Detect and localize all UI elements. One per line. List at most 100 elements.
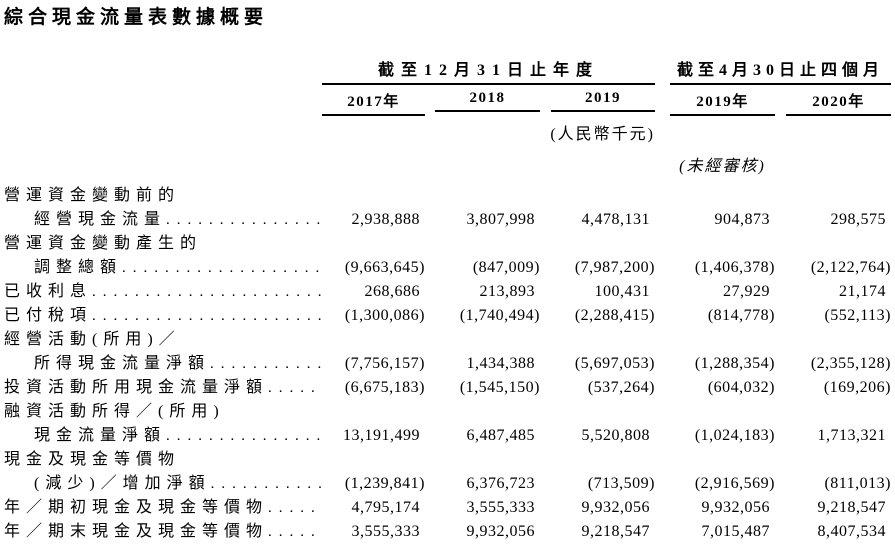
column-header-2019-interim: 2019年 bbox=[655, 90, 775, 116]
value-cell: (1,239,841) bbox=[344, 475, 425, 492]
value-cell: 904,873 bbox=[714, 211, 770, 228]
value-cell: 9,932,056 bbox=[466, 523, 535, 540]
value-cell: 298,575 bbox=[830, 211, 886, 228]
value-cell: 268,686 bbox=[364, 283, 420, 300]
dot-leader bbox=[210, 352, 322, 376]
table-row-line: 已付稅項 (1,300,086) (1,740,494) (2,288,415) (81… bbox=[4, 304, 895, 328]
value-cell: (1,545,150) bbox=[459, 379, 540, 396]
value-cell bbox=[322, 448, 425, 472]
header-spacer bbox=[4, 90, 322, 116]
table-row-line: 經營活動(所用)／ bbox=[4, 328, 895, 352]
value-cell: (7,987,200) bbox=[574, 259, 655, 276]
value-cell bbox=[322, 328, 425, 352]
value-cell: 3,807,998 bbox=[466, 211, 535, 228]
value-cell: 3,555,333 bbox=[466, 499, 535, 516]
value-cell: (814,778) bbox=[707, 307, 775, 324]
row-label: 經營現金流量 bbox=[34, 211, 167, 228]
row-label: 已付稅項 bbox=[4, 307, 93, 324]
dot-leader bbox=[92, 304, 322, 328]
value-cell bbox=[322, 400, 425, 424]
row-label: 融資活動所得／(所用) bbox=[4, 403, 225, 420]
value-cell: 3,555,333 bbox=[351, 523, 420, 540]
value-cell: 213,893 bbox=[479, 283, 535, 300]
value-cell: (552,113) bbox=[824, 307, 891, 324]
dot-leader bbox=[92, 280, 322, 304]
header-group-interim: 截至4月30日止四個月 bbox=[655, 56, 891, 85]
dot-leader bbox=[268, 496, 322, 520]
value-cell: 6,487,485 bbox=[466, 427, 535, 444]
row-label: 經營活動(所用)／ bbox=[4, 331, 181, 348]
value-cell bbox=[540, 448, 655, 472]
value-cell bbox=[322, 184, 425, 208]
table-row-line: 年／期初現金及現金等價物 4,795,174 3,555,333 9,932,056 9… bbox=[4, 496, 895, 520]
table-row-line: 營運資金變動產生的 bbox=[4, 232, 895, 256]
value-cell: 9,932,056 bbox=[581, 499, 650, 516]
table-row-line: 已收利息 268,686 213,893 100,431 27,929 21,174 bbox=[4, 280, 895, 304]
table-audit-row: (未經審核) bbox=[4, 144, 895, 176]
value-cell: 1,713,321 bbox=[817, 427, 886, 444]
value-cell: (604,032) bbox=[707, 379, 775, 396]
value-cell: 2,938,888 bbox=[351, 211, 420, 228]
row-label: 現金及現金等價物 bbox=[4, 451, 181, 468]
value-cell: (2,122,764) bbox=[810, 259, 891, 276]
row-label: 投資活動所用現金流量淨額 bbox=[4, 379, 269, 396]
value-cell: (1,300,086) bbox=[344, 307, 425, 324]
value-cell: 9,218,547 bbox=[817, 499, 886, 516]
row-label: 調整總額 bbox=[34, 259, 123, 276]
value-cell bbox=[540, 400, 655, 424]
table-header-groups: 截至12月31日止年度 截至4月30日止四個月 bbox=[4, 56, 895, 85]
value-cell bbox=[655, 184, 775, 208]
dot-leader bbox=[211, 472, 322, 496]
value-cell: 6,376,723 bbox=[466, 475, 535, 492]
value-cell bbox=[775, 400, 891, 424]
value-cell: 9,218,547 bbox=[581, 523, 650, 540]
column-header-2018: 2018 bbox=[425, 90, 540, 116]
value-cell: (2,288,415) bbox=[574, 307, 655, 324]
row-label: (減少)／增加淨額 bbox=[34, 475, 211, 492]
value-cell: (7,756,157) bbox=[344, 355, 425, 372]
value-cell: (2,355,128) bbox=[810, 355, 891, 372]
dot-leader bbox=[166, 424, 322, 448]
cash-flow-table: 截至12月31日止年度 截至4月30日止四個月 2017年 2018 2019 … bbox=[4, 56, 895, 544]
header-group-annual-label: 截至12月31日止年度 bbox=[322, 56, 655, 85]
dot-leader bbox=[166, 208, 322, 232]
header-group-interim-label: 截至4月30日止四個月 bbox=[670, 56, 891, 85]
currency-unit-note: (人民幣千元) bbox=[550, 126, 655, 143]
value-cell bbox=[540, 184, 655, 208]
header-spacer bbox=[4, 56, 322, 85]
row-label: 營運資金變動產生的 bbox=[4, 235, 203, 252]
row-label: 現金流量淨額 bbox=[34, 427, 167, 444]
value-cell bbox=[775, 184, 891, 208]
value-cell bbox=[540, 328, 655, 352]
table-row-line: 調整總額 (9,663,645) (847,009) (7,987,200) (1,40… bbox=[4, 256, 895, 280]
value-cell: 13,191,499 bbox=[343, 427, 420, 444]
table-row-line: 投資活動所用現金流量淨額 (6,675,183) (1,545,150) (537,2… bbox=[4, 376, 895, 400]
value-cell: 27,929 bbox=[723, 283, 770, 300]
value-cell: (1,288,354) bbox=[694, 355, 775, 372]
value-cell bbox=[655, 328, 775, 352]
value-cell bbox=[655, 400, 775, 424]
value-cell bbox=[425, 400, 540, 424]
value-cell bbox=[775, 448, 891, 472]
value-cell: (169,206) bbox=[823, 379, 891, 396]
value-cell: (713,509) bbox=[587, 475, 655, 492]
value-cell: (847,009) bbox=[472, 259, 540, 276]
value-cell: 4,478,131 bbox=[581, 211, 650, 228]
value-cell: (811,013) bbox=[824, 475, 891, 492]
value-cell bbox=[425, 232, 540, 256]
dot-leader bbox=[122, 256, 322, 280]
table-row-line: 融資活動所得／(所用) bbox=[4, 400, 895, 424]
value-cell: 100,431 bbox=[594, 283, 650, 300]
value-cell: (1,740,494) bbox=[459, 307, 540, 324]
table-row-line: 所得現金流量淨額 (7,756,157) 1,434,388 (5,697,053) (… bbox=[4, 352, 895, 376]
row-label: 年／期初現金及現金等價物 bbox=[4, 499, 269, 516]
row-label: 年／期末現金及現金等價物 bbox=[4, 523, 269, 540]
value-cell bbox=[425, 184, 540, 208]
value-cell bbox=[425, 448, 540, 472]
value-cell bbox=[540, 232, 655, 256]
value-cell: (9,663,645) bbox=[344, 259, 425, 276]
value-cell bbox=[775, 328, 891, 352]
value-cell: (1,024,183) bbox=[694, 427, 775, 444]
column-header-2017: 2017年 bbox=[322, 90, 425, 116]
